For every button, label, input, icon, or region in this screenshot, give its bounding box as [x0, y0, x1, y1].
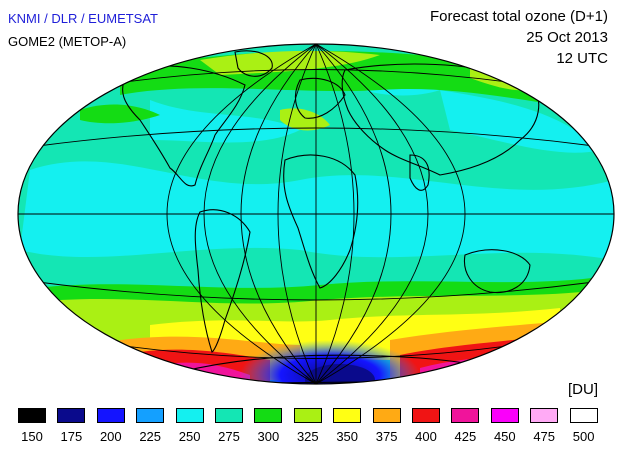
credit-label: KNMI / DLR / EUMETSAT — [8, 11, 158, 26]
legend-swatch-350 — [333, 408, 362, 423]
legend-label-475: 475 — [533, 429, 556, 444]
graticule — [18, 44, 614, 384]
legend-swatch-225 — [136, 408, 165, 423]
legend-unit: [DU] — [568, 381, 598, 398]
legend-swatch-425 — [451, 408, 480, 423]
title-block: Forecast total ozone (D+1) 25 Oct 2013 1… — [430, 6, 608, 69]
south-america-outline — [194, 209, 251, 353]
map-time: 12 UTC — [556, 50, 608, 67]
legend-label-175: 175 — [60, 429, 83, 444]
ozone-hole-core — [305, 364, 375, 384]
legend-swatch-475 — [530, 408, 559, 423]
legend-label-425: 425 — [454, 429, 477, 444]
legend-label-450: 450 — [493, 429, 516, 444]
legend-label-500: 500 — [572, 429, 595, 444]
legend-label-300: 300 — [257, 429, 280, 444]
legend-swatch-275 — [215, 408, 243, 423]
europe-outline — [294, 77, 346, 119]
legend-label-400: 400 — [415, 429, 437, 444]
legend-label-375: 375 — [375, 429, 398, 444]
north-america-outline — [122, 65, 246, 187]
map-date: 25 Oct 2013 — [526, 29, 608, 46]
instrument-label: GOME2 (METOP-A) — [8, 34, 127, 49]
legend-label-350: 350 — [336, 429, 359, 444]
legend-label-325: 325 — [296, 429, 319, 444]
legend-swatch-325 — [293, 408, 322, 423]
legend-label-275: 275 — [218, 429, 240, 444]
greenland-outline — [234, 50, 273, 77]
color-legend: 150 175 200 225 250 275 300 325 350 375 400 425 450 4… — [18, 408, 618, 448]
legend-swatch-150 — [18, 408, 46, 423]
legend-swatch-300 — [254, 408, 283, 423]
legend-label-250: 250 — [178, 429, 201, 444]
legend-swatch-450 — [490, 408, 519, 423]
legend-swatch-400 — [412, 408, 440, 423]
legend-swatch-175 — [57, 408, 86, 423]
legend-label-225: 225 — [139, 429, 162, 444]
legend-swatch-200 — [96, 408, 125, 423]
legend-swatch-375 — [372, 408, 401, 423]
australia-outline — [463, 249, 531, 294]
map-boundary — [17, 43, 615, 385]
map-title: Forecast total ozone (D+1) — [429, 8, 608, 25]
legend-label-200: 200 — [99, 429, 122, 444]
legend-swatch-500 — [569, 408, 598, 423]
legend-swatch-250 — [175, 408, 204, 423]
africa-outline — [283, 154, 359, 289]
legend-label-150: 150 — [21, 429, 43, 444]
india-outline — [409, 154, 430, 191]
